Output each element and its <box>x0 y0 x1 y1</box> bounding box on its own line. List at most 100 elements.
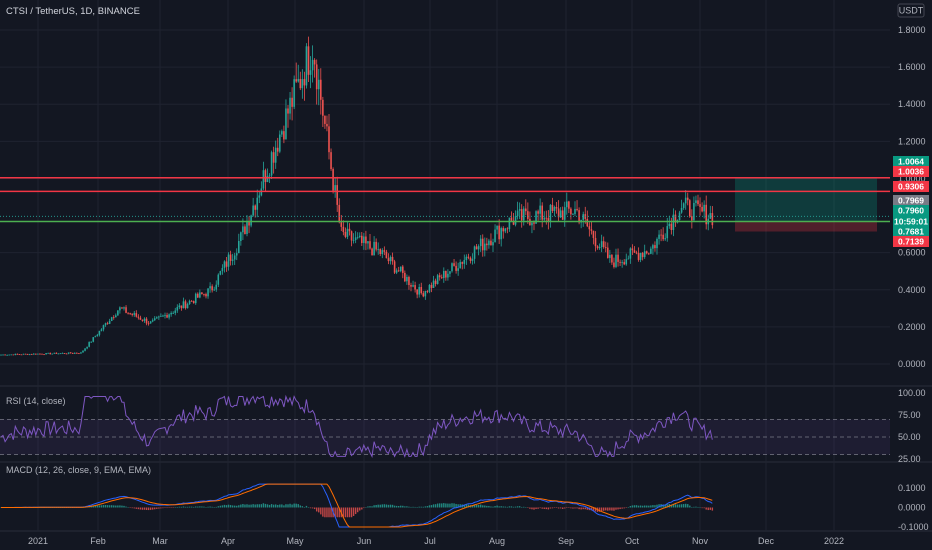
position-box[interactable] <box>735 177 877 232</box>
macd-histogram-bar <box>141 507 144 510</box>
macd-histogram-bar <box>129 507 131 508</box>
candle-body <box>184 301 187 309</box>
candle-body <box>28 354 31 355</box>
macd-histogram-bar <box>447 503 449 508</box>
candle-body <box>309 70 312 75</box>
candle-body <box>254 205 256 210</box>
candle-body <box>648 253 650 255</box>
candle-body <box>666 226 669 239</box>
macd-histogram-bar <box>607 507 609 511</box>
candle-body <box>660 234 662 236</box>
candle-body <box>467 256 470 258</box>
macd-histogram-bar <box>236 505 238 508</box>
price-tick-label: 0.4000 <box>898 285 926 295</box>
macd-histogram-bar <box>400 505 402 508</box>
candle-body <box>96 334 99 337</box>
candle-body <box>397 270 400 272</box>
macd-histogram-bar <box>246 504 248 508</box>
signal-line <box>1 483 713 528</box>
macd-histogram-bar <box>644 505 646 508</box>
macd-histogram-bar <box>264 503 267 508</box>
candle-body <box>656 238 658 249</box>
candle-body <box>0 354 2 356</box>
candle-body <box>371 248 373 256</box>
macd-histogram-bar <box>685 503 687 508</box>
macd-histogram-bar <box>557 507 560 509</box>
currency-badge-frame[interactable] <box>897 3 925 18</box>
candle-body <box>244 226 246 235</box>
macd-histogram-bar <box>420 506 422 508</box>
macd-histogram-bar <box>492 506 494 508</box>
price-tag-label: 1.0036 <box>898 167 924 177</box>
macd-histogram-bar <box>629 506 632 508</box>
macd-histogram-bar <box>94 505 96 508</box>
candle-body <box>82 350 84 353</box>
price-tick-label: 0.6000 <box>898 248 926 258</box>
macd-histogram-bar <box>248 504 250 508</box>
macd-histogram-bar <box>383 504 386 508</box>
candle-body <box>270 152 273 176</box>
macd-histogram-bar <box>516 506 519 508</box>
candle-body <box>502 228 505 232</box>
macd-histogram-bar <box>154 507 156 510</box>
candle-body <box>543 217 546 220</box>
macd-histogram-bar <box>57 507 60 508</box>
candle-body <box>274 147 277 163</box>
macd-histogram-bar <box>164 507 166 508</box>
candle-body <box>49 352 51 355</box>
candle-body <box>395 270 398 273</box>
candle-body <box>490 240 492 246</box>
candle-body <box>678 212 681 221</box>
macd-histogram-bar <box>418 506 420 508</box>
macd-histogram-bar <box>299 505 301 508</box>
candle-body <box>283 131 285 140</box>
candle-body <box>498 225 500 240</box>
candle-body <box>705 204 707 225</box>
macd-histogram-bar <box>172 507 174 508</box>
candle-body <box>350 231 353 241</box>
macd-histogram-bar <box>441 503 443 508</box>
candle-body <box>69 352 72 354</box>
candle-body <box>313 59 316 65</box>
candle-body <box>623 262 625 265</box>
candle-body <box>217 274 220 285</box>
macd-histogram-bar <box>676 504 679 508</box>
macd-histogram-bar <box>108 505 111 508</box>
candle-body <box>295 79 297 82</box>
candle-body <box>358 235 361 237</box>
candle-body <box>47 352 49 354</box>
macd-histogram-bar <box>545 507 547 510</box>
macd-histogram-bar <box>670 504 673 508</box>
macd-histogram-bar <box>633 505 636 508</box>
macd-histogram-bar <box>55 507 58 508</box>
macd-histogram-bar <box>687 504 689 508</box>
candle-body <box>645 251 648 254</box>
candle-body <box>229 254 232 261</box>
candle-body <box>344 231 347 237</box>
macd-histogram-bar <box>414 506 416 508</box>
candle-body <box>582 214 584 220</box>
candle-body <box>514 216 517 225</box>
macd-histogram-bar <box>691 506 693 508</box>
candle-body <box>535 211 537 224</box>
candle-body <box>213 289 215 291</box>
candle-body <box>201 292 203 294</box>
macd-histogram-bar <box>506 506 509 508</box>
candle-body <box>328 126 330 153</box>
candle-body <box>561 210 564 220</box>
macd-histogram-bar <box>166 507 168 509</box>
candle-body <box>693 202 695 221</box>
macd-histogram-bar <box>344 507 347 518</box>
candle-body <box>352 239 355 241</box>
currency-badge[interactable]: USDT <box>899 6 924 16</box>
candle-body <box>86 346 88 349</box>
macd-histogram-bar <box>705 507 707 510</box>
candle-body <box>4 354 6 356</box>
candle-body <box>39 353 41 355</box>
horizontal-lines[interactable] <box>0 177 890 223</box>
candle-body <box>496 225 498 230</box>
candle-body <box>102 325 105 330</box>
candle-body <box>367 241 369 244</box>
macd-histogram-bar <box>613 507 615 511</box>
